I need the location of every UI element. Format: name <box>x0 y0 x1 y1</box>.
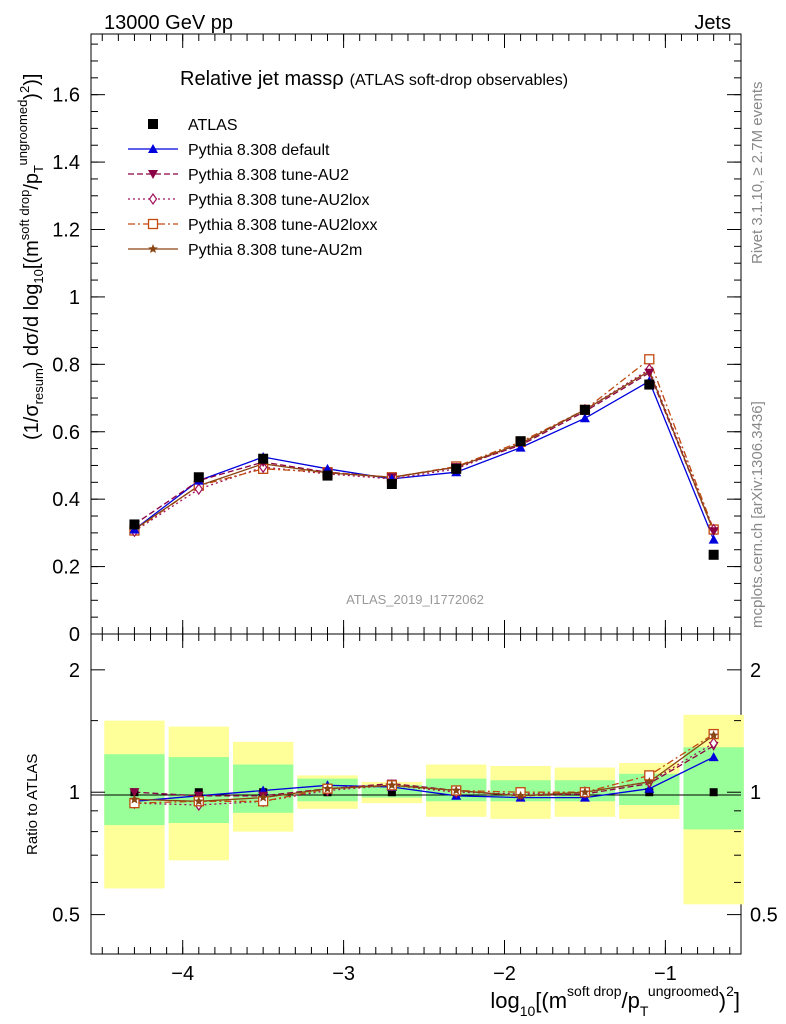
x-tick-label: −4 <box>171 963 194 985</box>
ratio-point <box>708 730 719 740</box>
ratio-series-lines <box>129 728 719 812</box>
ratio-data-point <box>709 788 718 797</box>
data-point <box>644 379 655 390</box>
ratio-line-4 <box>134 734 714 802</box>
ratio-point <box>644 776 654 786</box>
y-tick-label: 1 <box>69 287 80 309</box>
data-point <box>258 453 269 464</box>
ratio-point <box>387 780 397 790</box>
header-energy-label: 13000 GeV pp <box>104 12 233 34</box>
series-line-5 <box>134 370 715 532</box>
y-tick-label: 0.6 <box>52 422 80 444</box>
rivet-version-label: Rivet 3.1.10, ≥ 2.7M events <box>749 82 766 265</box>
legend-marker <box>148 119 158 129</box>
ratio-y-tick-label-right: 1 <box>750 782 761 804</box>
legend-label: Pythia 8.308 tune-AU2 <box>188 167 349 184</box>
data-point <box>258 461 268 474</box>
legend-label: Pythia 8.308 default <box>188 142 330 159</box>
y-tick-label: 1.2 <box>52 220 80 242</box>
data-point <box>322 470 333 481</box>
y-tick-label: 1.6 <box>52 85 80 107</box>
main-series-lines <box>129 354 719 560</box>
main-y-axis-label: (1/σresum) dσ/d log10[(msoft drop/pTungr… <box>15 74 46 440</box>
data-point <box>451 463 462 474</box>
data-point <box>644 368 655 378</box>
ratio-point <box>129 794 140 804</box>
data-point <box>515 436 526 447</box>
legend-entry: Pythia 8.308 tune-AU2lox <box>128 192 369 209</box>
plot-title: Relative jet massρ (ATLAS soft-drop obser… <box>180 68 568 90</box>
legend-label: Pythia 8.308 tune-AU2loxx <box>188 217 377 234</box>
ratio-point <box>515 790 526 800</box>
legend: ATLAS Pythia 8.308 default Pythia 8.308 tu… <box>128 117 377 259</box>
data-point <box>708 527 719 537</box>
legend-entry: Pythia 8.308 default <box>128 142 330 159</box>
mcplots-label: mcplots.cern.ch [arXiv:1306.3436] <box>749 401 766 628</box>
legend-entry: Pythia 8.308 tune-AU2loxx <box>128 217 377 234</box>
x-tick-label: −1 <box>654 963 677 985</box>
y-tick-label: 0.4 <box>52 489 80 511</box>
y-tick-label: 0.8 <box>52 354 80 376</box>
ratio-point <box>322 783 333 793</box>
legend-entry: Pythia 8.308 tune-AU2m <box>128 242 362 259</box>
ratio-line-2 <box>134 742 714 806</box>
axis-ticks <box>91 34 741 954</box>
y-tick-label: 1.4 <box>52 152 80 174</box>
ratio-y-tick-label-right: 0.5 <box>750 905 778 927</box>
legend-marker <box>148 244 158 253</box>
header-process-label: Jets <box>694 12 731 34</box>
legend-label: ATLAS <box>188 117 238 134</box>
ratio-point <box>580 787 590 797</box>
ratio-line-0 <box>134 756 714 802</box>
ratio-point <box>708 752 719 762</box>
data-point <box>193 472 204 483</box>
x-axis-label: log10[(msoft drop/pTungroomed)2] <box>490 983 740 1019</box>
data-point <box>579 404 590 415</box>
y-tick-label: 0.2 <box>52 557 80 579</box>
ratio-point <box>709 737 718 750</box>
data-point <box>644 354 655 365</box>
series-line-3 <box>134 368 715 532</box>
legend-marker <box>148 170 158 179</box>
legend-marker <box>148 192 158 206</box>
series-line-2 <box>134 371 715 532</box>
analysis-label: ATLAS_2019_I1772062 <box>346 592 484 607</box>
ratio-point <box>194 796 204 806</box>
ratio-point <box>129 788 140 798</box>
y-tick-label: 0 <box>69 624 80 646</box>
data-point <box>515 442 526 452</box>
x-tick-label: −3 <box>332 963 355 985</box>
data-point <box>708 549 719 560</box>
data-point <box>129 519 140 530</box>
ratio-data-point <box>387 788 396 797</box>
data-point <box>708 534 719 544</box>
legend-marker <box>148 144 158 153</box>
ratio-point <box>451 785 461 795</box>
ratio-line-1 <box>134 745 714 797</box>
data-point <box>194 483 204 496</box>
ratio-y-tick-label-right: 2 <box>750 660 761 682</box>
ratio-y-axis-label: Ratio to ATLAS <box>24 754 41 855</box>
axis-tick-labels: 0 0.2 0.4 0.6 0.8 1 1.2 1.4 1.6 −4 −3 −2 −1 0.5 0.5 1 1 2… <box>52 85 778 985</box>
ratio-y-tick-label: 1 <box>69 782 80 804</box>
legend-label: Pythia 8.308 tune-AU2lox <box>188 192 369 209</box>
legend-label: Pythia 8.308 tune-AU2m <box>188 242 362 259</box>
ratio-point <box>258 792 268 802</box>
data-point <box>579 413 590 423</box>
legend-entry: ATLAS <box>148 117 238 134</box>
ratio-uncertainty-bands <box>104 714 744 905</box>
legend-marker <box>147 218 159 230</box>
ratio-y-tick-label: 0.5 <box>52 905 80 927</box>
data-point <box>386 479 397 489</box>
ratio-y-tick-label: 2 <box>69 660 80 682</box>
x-tick-label: −2 <box>493 963 516 985</box>
legend-entry: Pythia 8.308 tune-AU2 <box>128 167 349 184</box>
series-line-1 <box>134 380 715 540</box>
